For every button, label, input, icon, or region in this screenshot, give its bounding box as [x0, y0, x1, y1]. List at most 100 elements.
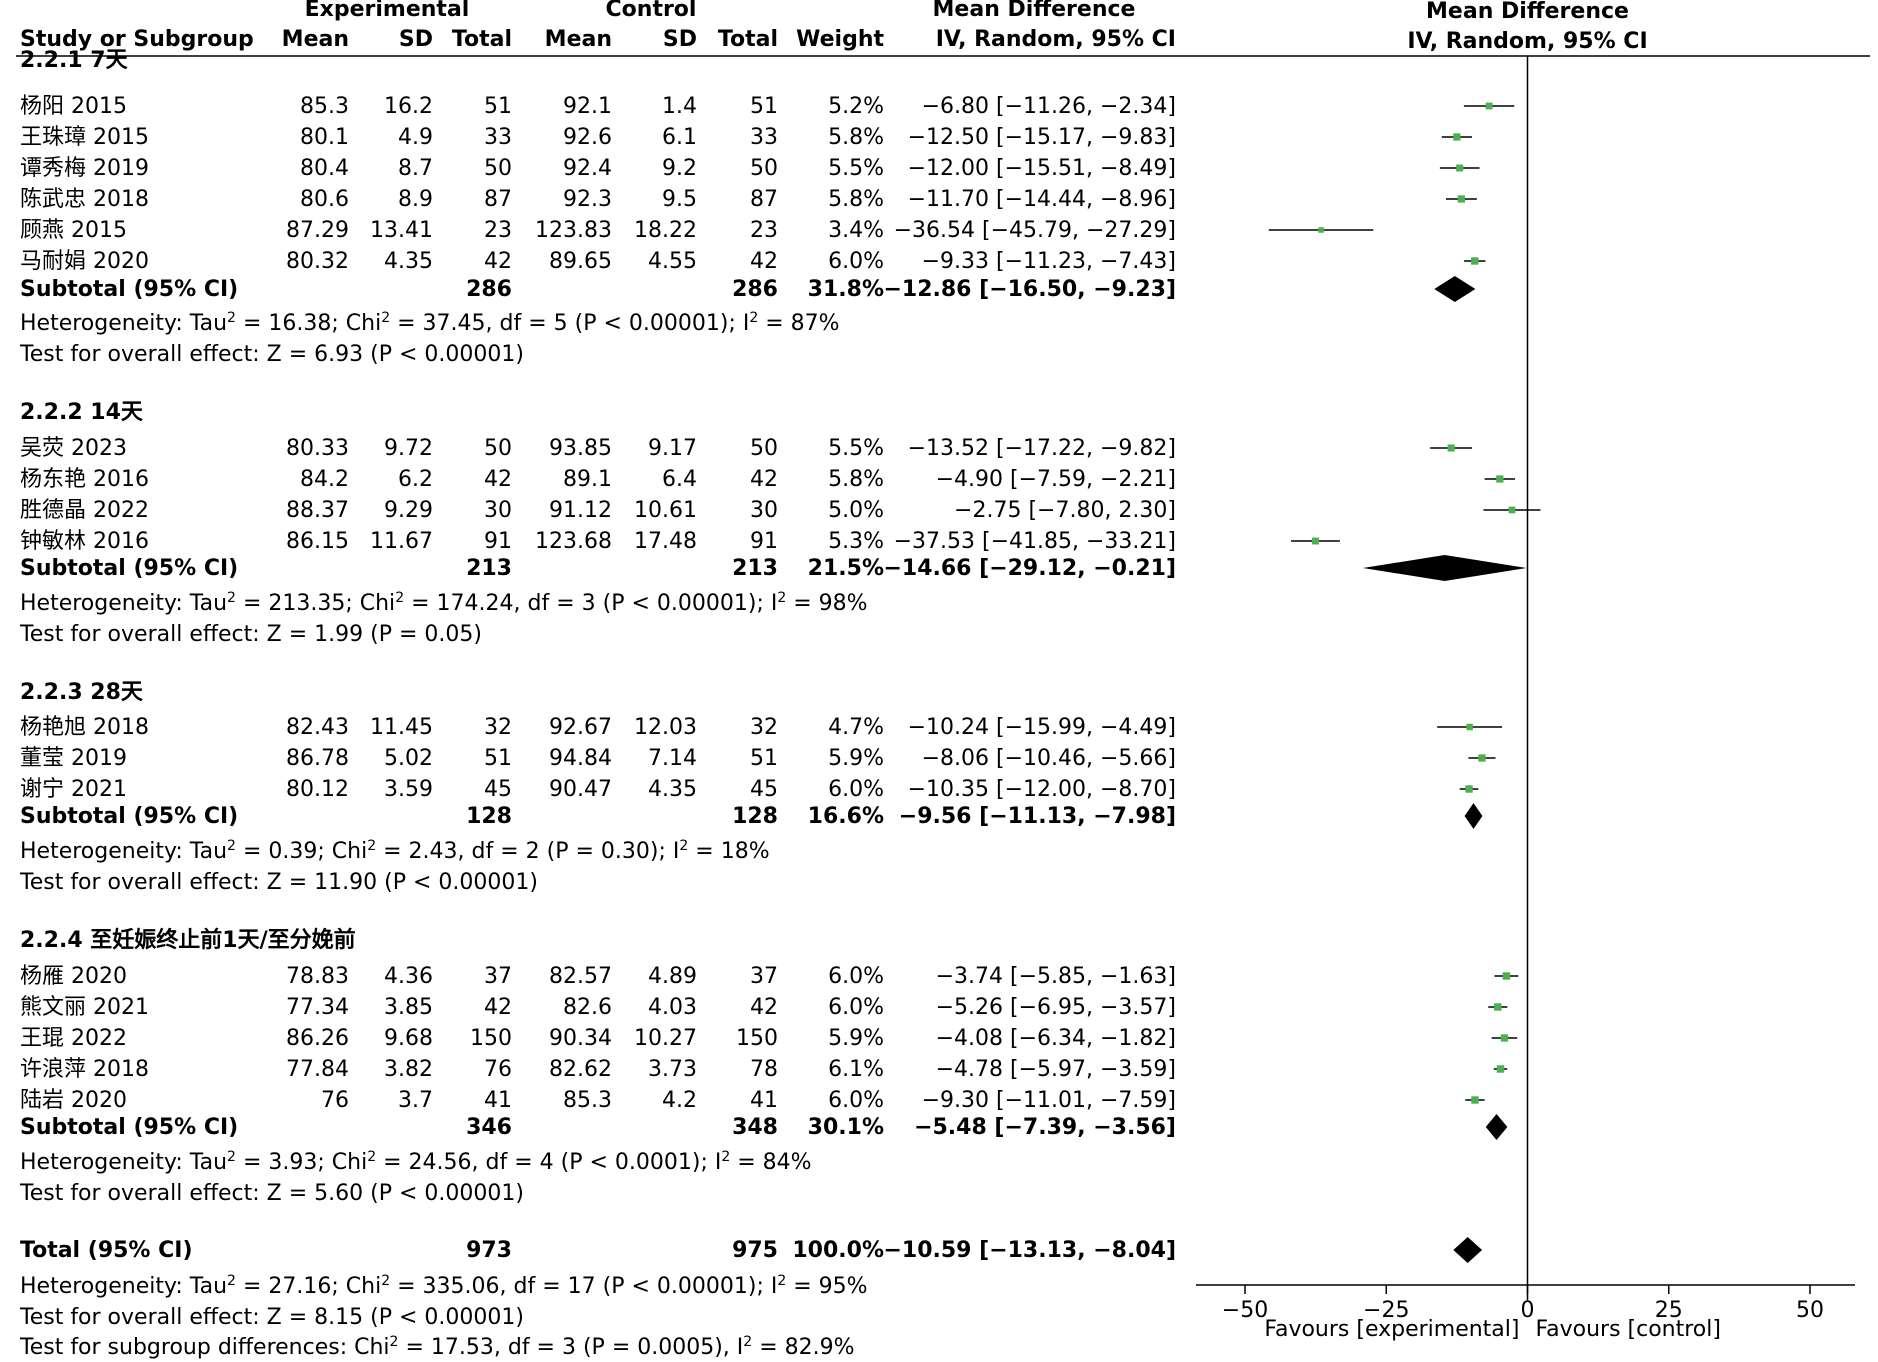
study-mean-exp: 80.1	[300, 125, 349, 150]
subtotal-total-ctrl: 348	[732, 1115, 778, 1140]
study-point	[1502, 972, 1511, 980]
study-total-exp: 76	[484, 1057, 512, 1082]
study-weight: 5.8%	[828, 187, 884, 212]
study-mean-exp: 80.4	[300, 156, 349, 181]
study-name: 王琨 2022	[20, 1026, 127, 1051]
header-method: IV, Random, 95% CI	[935, 27, 1176, 52]
study-total-ctrl: 78	[750, 1057, 778, 1082]
study-point	[1478, 754, 1486, 762]
subtotal-label: Subtotal (95% CI)	[20, 804, 239, 829]
study-sd-exp: 8.7	[398, 156, 433, 181]
het-text: Heterogeneity: Tau	[20, 1274, 228, 1299]
superscript: 2	[227, 1273, 236, 1289]
study-ci: −5.26 [−6.95, −3.57]	[935, 995, 1176, 1020]
study-mean-exp: 84.2	[300, 467, 349, 492]
subgroup-title: 2.2.1 7天	[20, 48, 128, 73]
superscript: 2	[777, 1273, 787, 1289]
heterogeneity-line: Heterogeneity: Tau2 = 3.93; Chi2 = 24.56…	[20, 1150, 812, 1176]
study-ci: −9.30 [−11.01, −7.59]	[921, 1088, 1176, 1113]
subgroup-title: 2.2.3 28天	[20, 680, 143, 705]
subtotal-total-exp: 346	[466, 1115, 512, 1140]
study-name: 熊文丽 2021	[20, 995, 149, 1020]
subtotal-weight: 21.5%	[807, 556, 884, 581]
study-total-exp: 87	[484, 187, 512, 212]
total-ci: −10.59 [−13.13, −8.04]	[883, 1238, 1176, 1263]
study-total-ctrl: 45	[750, 777, 778, 802]
study-weight: 6.0%	[828, 995, 884, 1020]
study-mean-exp: 85.3	[300, 94, 349, 119]
het-text: Heterogeneity: Tau	[20, 311, 228, 336]
study-point	[1465, 785, 1473, 793]
header-sd-exp: SD	[398, 27, 433, 52]
superscript: 2	[367, 838, 377, 854]
study-name: 顾燕 2015	[20, 218, 127, 243]
total-heterogeneity-line: Heterogeneity: Tau2 = 27.16; Chi2 = 335.…	[20, 1274, 868, 1300]
study-total-ctrl: 30	[750, 498, 778, 523]
study-total-ctrl: 41	[750, 1088, 778, 1113]
study-sd-exp: 3.59	[384, 777, 433, 802]
study-ci: −2.75 [−7.80, 2.30]	[954, 498, 1176, 523]
heterogeneity-line: Heterogeneity: Tau2 = 0.39; Chi2 = 2.43,…	[20, 839, 770, 865]
study-sd-exp: 5.02	[384, 746, 433, 771]
study-ci: −4.08 [−6.34, −1.82]	[935, 1026, 1176, 1051]
header-study: Study or Subgroup	[20, 27, 254, 52]
header-mean-ctrl: Mean	[544, 27, 612, 52]
superscript: 2	[777, 590, 787, 606]
study-mean-exp: 77.34	[286, 995, 349, 1020]
header-control: Control	[605, 0, 697, 22]
study-mean-exp: 77.84	[286, 1057, 349, 1082]
subtotal-diamond	[1464, 803, 1483, 829]
study-point	[1312, 537, 1319, 545]
subtotal-total-exp: 286	[466, 277, 512, 302]
study-weight: 4.7%	[828, 715, 884, 740]
study-total-exp: 42	[484, 249, 512, 274]
forest-table: Experimental Control Mean Difference Study …	[20, 0, 1176, 1360]
superscript: 2	[395, 590, 405, 606]
study-name: 马耐娟 2020	[20, 249, 149, 274]
header-total-exp: Total	[451, 27, 512, 52]
study-weight: 5.8%	[828, 125, 884, 150]
study-point	[1318, 227, 1324, 233]
study-weight: 6.1%	[828, 1057, 884, 1082]
x-tick-label: 25	[1655, 1298, 1683, 1323]
study-ci: −37.53 [−41.85, −33.21]	[893, 529, 1176, 554]
subtotal-weight: 16.6%	[807, 804, 884, 829]
het-text: Heterogeneity: Tau	[20, 591, 228, 616]
heterogeneity-line: Heterogeneity: Tau2 = 16.38; Chi2 = 37.4…	[20, 311, 840, 337]
plot-header-title: Mean Difference	[1426, 0, 1629, 24]
het-text: = 16.38; Chi	[235, 311, 382, 336]
het-text: = 213.35; Chi	[235, 591, 396, 616]
study-name: 陈武忠 2018	[20, 187, 149, 212]
study-weight: 6.0%	[828, 249, 884, 274]
het-text: = 95%	[786, 1274, 868, 1299]
study-point	[1471, 257, 1479, 265]
total-weight: 100.0%	[792, 1238, 884, 1263]
superscript: 2	[679, 838, 689, 854]
het-text: = 0.39; Chi	[235, 839, 368, 864]
study-sd-exp: 3.85	[384, 995, 433, 1020]
study-name: 王珠璋 2015	[20, 125, 149, 150]
subtotal-total-exp: 128	[466, 804, 512, 829]
study-total-exp: 51	[484, 746, 512, 771]
study-weight: 5.9%	[828, 746, 884, 771]
study-sd-ctrl: 9.2	[662, 156, 697, 181]
subgroup-diff-text: Test for subgroup differences: Chi	[20, 1335, 390, 1360]
study-total-exp: 23	[484, 218, 512, 243]
study-mean-ctrl: 92.67	[549, 715, 612, 740]
het-text: = 84%	[730, 1150, 812, 1175]
overall-effect-line: Test for overall effect: Z = 6.93 (P < 0…	[20, 342, 524, 367]
superscript: 2	[749, 310, 759, 326]
study-weight: 5.5%	[828, 436, 884, 461]
overall-effect-line: Test for overall effect: Z = 11.90 (P < …	[20, 870, 538, 895]
study-point	[1456, 164, 1464, 172]
subtotal-total-ctrl: 286	[732, 277, 778, 302]
study-sd-exp: 16.2	[384, 94, 433, 119]
study-mean-exp: 80.33	[286, 436, 349, 461]
x-tick-label: 50	[1796, 1298, 1824, 1323]
study-sd-ctrl: 6.4	[662, 467, 697, 492]
study-sd-exp: 4.9	[398, 125, 433, 150]
study-weight: 5.2%	[828, 94, 884, 119]
study-sd-exp: 4.36	[384, 964, 433, 989]
study-mean-ctrl: 91.12	[549, 498, 612, 523]
